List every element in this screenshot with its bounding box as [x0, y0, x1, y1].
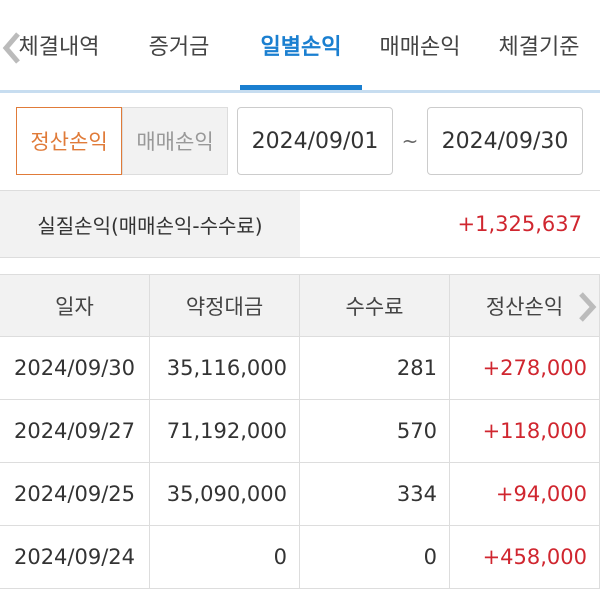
table-cell: +118,000 [450, 400, 600, 463]
start-date[interactable]: 2024/09/01 [237, 107, 393, 175]
column-header: 일자 [0, 274, 150, 337]
tab-underline [240, 85, 362, 90]
table-cell: 2024/09/24 [0, 526, 150, 589]
table-cell: 0 [150, 526, 300, 589]
table-cell: 71,192,000 [150, 400, 300, 463]
summary-label: 실질손익(매매손익-수수료) [0, 191, 300, 257]
table-cell: +94,000 [450, 463, 600, 526]
filter-button-active[interactable]: 정산손익 [16, 107, 122, 175]
tab-active[interactable]: 일별손익 [260, 35, 342, 60]
table-cell: 2024/09/30 [0, 337, 150, 400]
table-cell: 0 [300, 526, 450, 589]
table-cell: 2024/09/25 [0, 463, 150, 526]
divider [0, 90, 600, 93]
column-header: 정산손익 [450, 274, 600, 337]
tab[interactable]: 체결내역 [18, 35, 100, 60]
tab[interactable]: 매매손익 [379, 35, 461, 60]
table-cell: 570 [300, 400, 450, 463]
table-cell: 281 [300, 337, 450, 400]
tab[interactable]: 증거금 [148, 35, 210, 60]
table-cell: 334 [300, 463, 450, 526]
end-date[interactable]: 2024/09/30 [427, 107, 583, 175]
filter-button[interactable]: 매매손익 [122, 107, 228, 175]
summary-row [0, 190, 600, 258]
back-arrow[interactable] [0, 30, 24, 66]
tab[interactable]: 체결기준 [498, 35, 580, 60]
scroll-right-arrow[interactable] [576, 290, 598, 324]
table-cell: 35,116,000 [150, 337, 300, 400]
table-cell: 2024/09/27 [0, 400, 150, 463]
column-header: 약정대금 [150, 274, 300, 337]
table-cell: +458,000 [450, 526, 600, 589]
date-separator: ~ [401, 129, 419, 153]
table-cell: 35,090,000 [150, 463, 300, 526]
column-header: 수수료 [300, 274, 450, 337]
summary-value: +1,325,637 [457, 212, 582, 236]
table-cell: +278,000 [450, 337, 600, 400]
